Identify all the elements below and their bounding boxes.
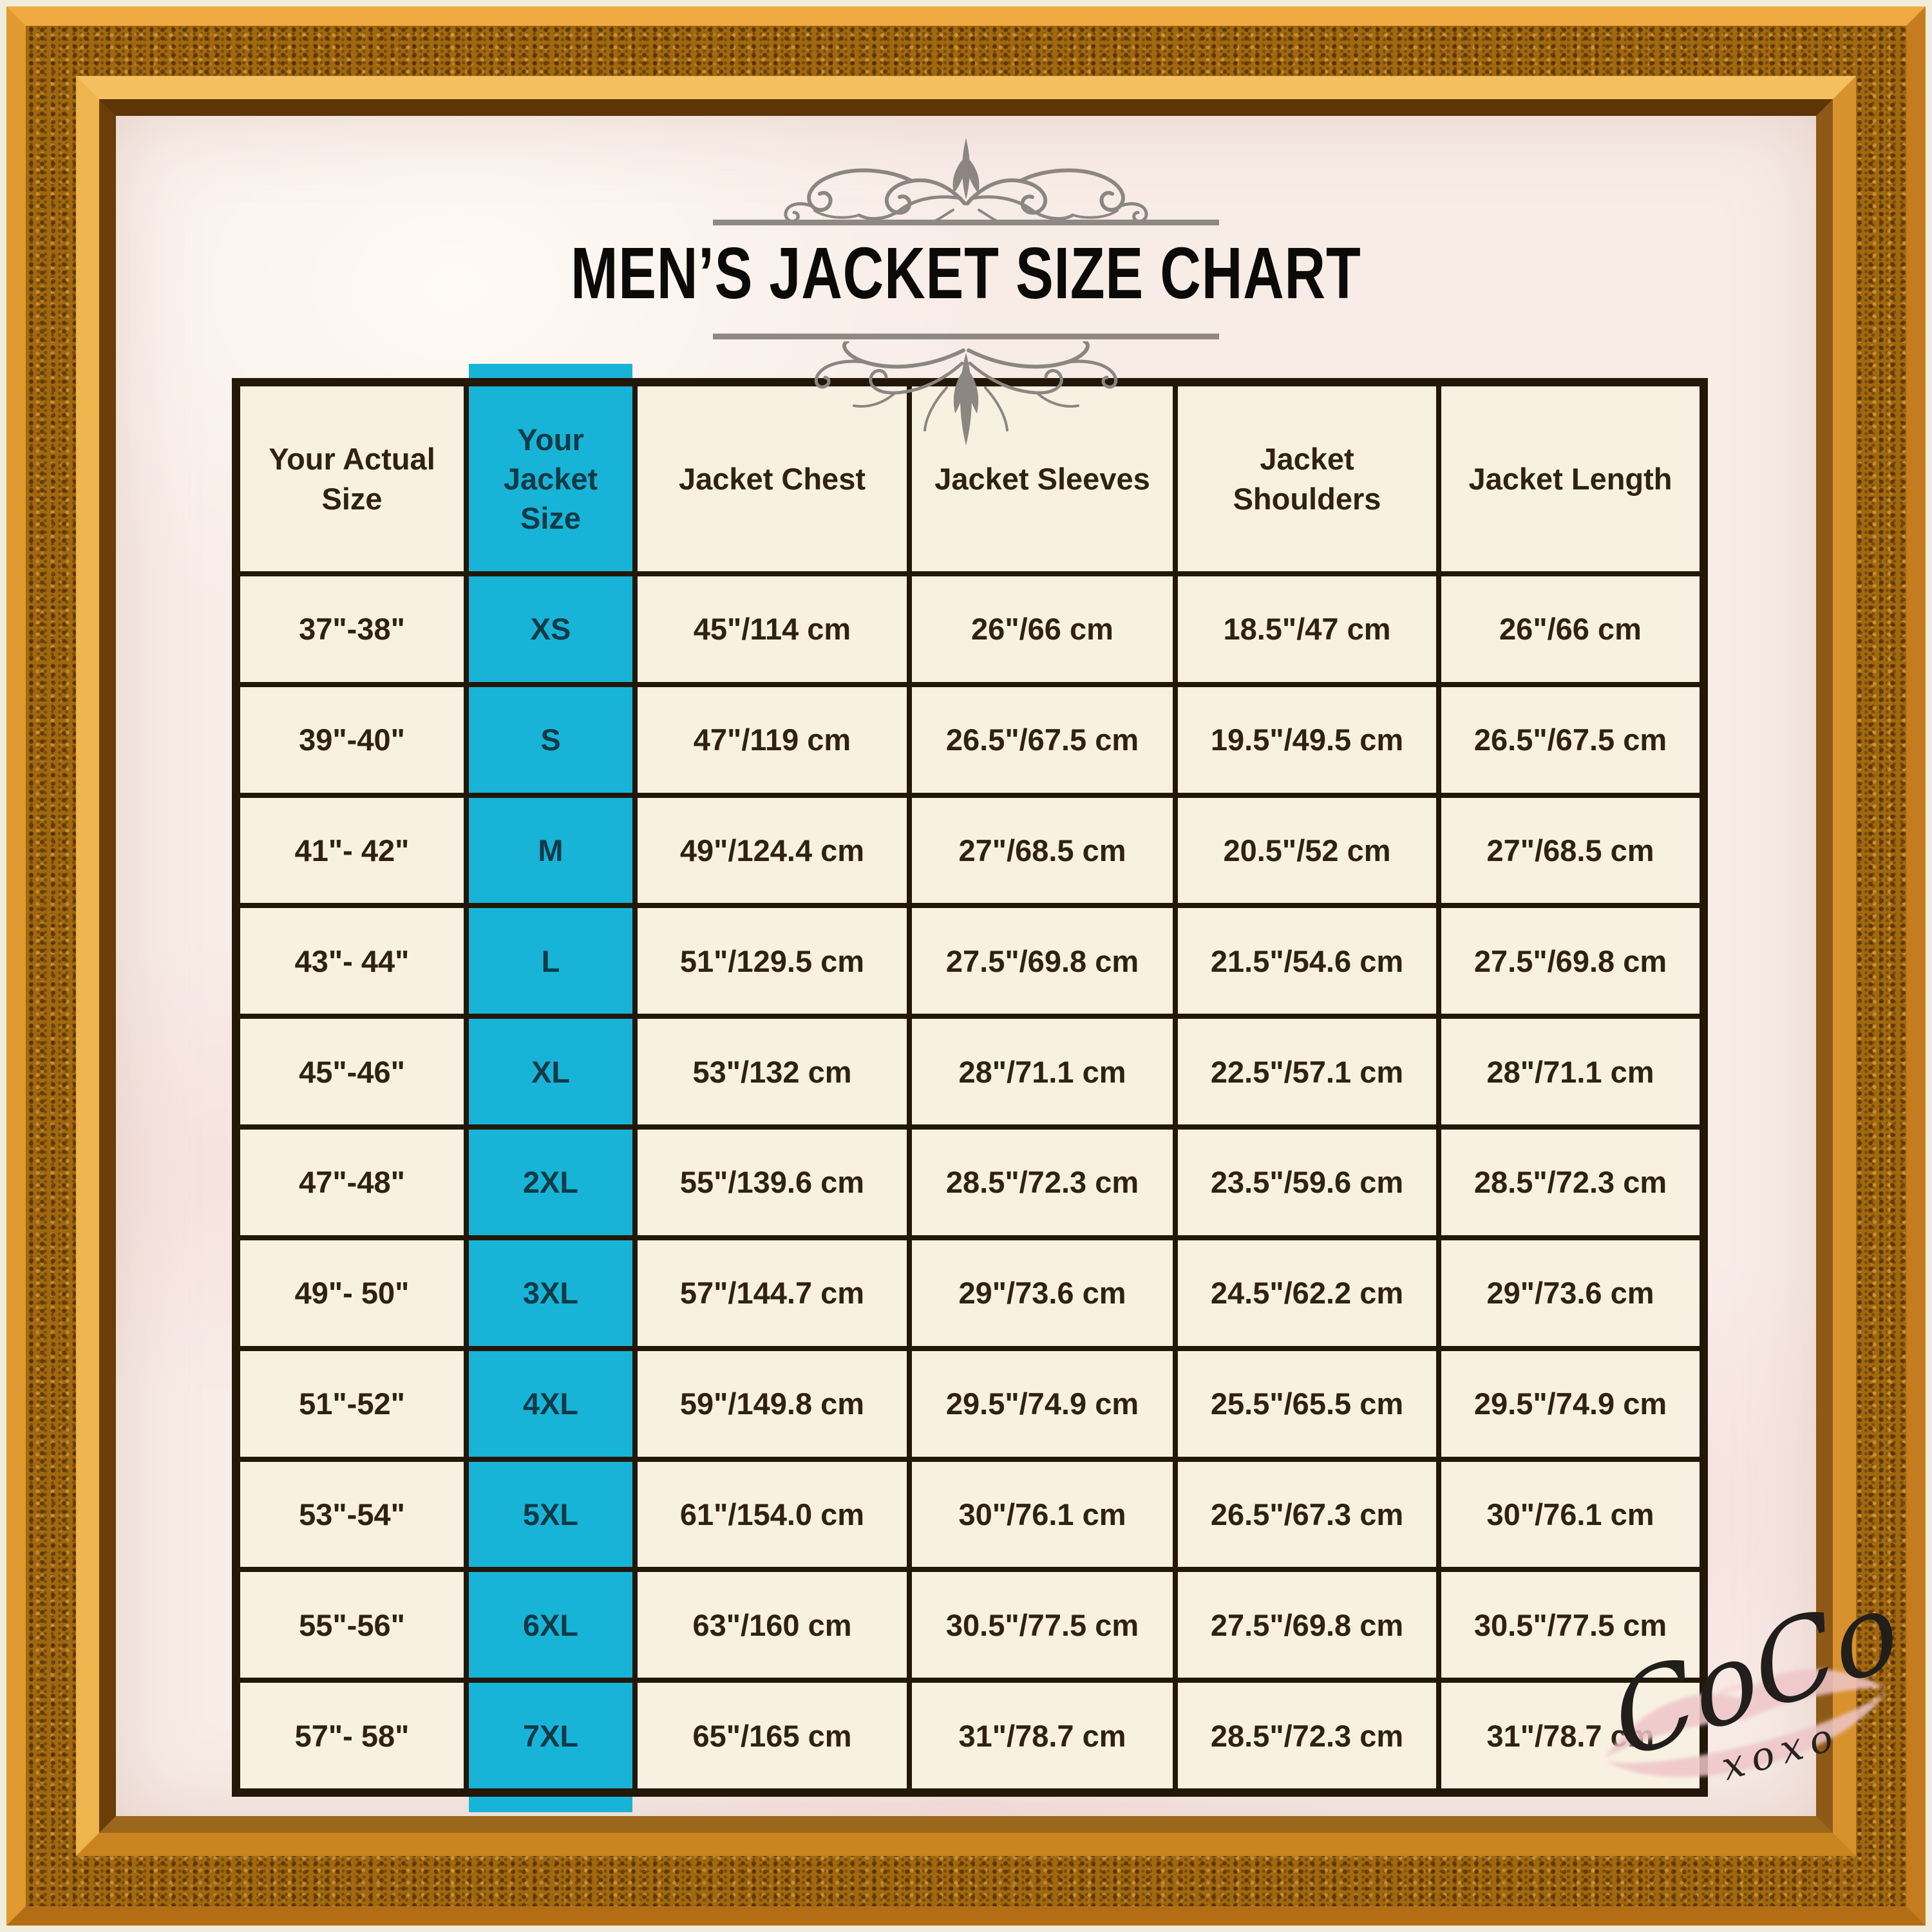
table-cell: 47"/119 cm	[635, 684, 909, 795]
jacket-size-cell: 7XL	[466, 1680, 635, 1791]
table-cell: 29.5"/74.9 cm	[909, 1348, 1175, 1459]
title-divider-top	[713, 220, 1219, 225]
column-header: Your Actual Size	[238, 384, 466, 574]
column-header: Jacket Sleeves	[909, 384, 1175, 574]
table-cell: 57"/144.7 cm	[635, 1237, 909, 1349]
table-cell: 19.5"/49.5 cm	[1175, 684, 1439, 795]
jacket-size-cell: S	[466, 684, 635, 795]
table-cell: 28.5"/72.3 cm	[909, 1127, 1175, 1238]
table-cell: 22.5"/57.1 cm	[1175, 1016, 1439, 1128]
table-cell: 47"-48"	[238, 1127, 466, 1238]
table-cell: 23.5"/59.6 cm	[1175, 1127, 1439, 1238]
jacket-size-cell: XS	[466, 574, 635, 685]
table-cell: 41"- 42"	[238, 795, 466, 906]
table-cell: 51"/129.5 cm	[635, 905, 909, 1017]
table-cell: 27.5"/69.8 cm	[1175, 1569, 1439, 1681]
page-title: MEN’S JACKET SIZE CHART	[571, 232, 1361, 314]
picture-frame-dark-inner-bevel	[99, 99, 1833, 1833]
table-cell: 26.5"/67.3 cm	[1175, 1459, 1439, 1570]
size-table-wrap: Your Actual Size Your Jacket Size Jacket C…	[232, 364, 1708, 1812]
table-cell: 37"-38"	[238, 574, 466, 685]
table-cell: 39"-40"	[238, 684, 466, 795]
table-cell: 30"/76.1 cm	[909, 1459, 1175, 1570]
column-header: Jacket Shoulders	[1175, 384, 1439, 574]
picture-frame-inner-gold-bevel	[76, 76, 1856, 1856]
jacket-size-cell: 6XL	[466, 1569, 635, 1681]
table-cell: 31"/78.7 cm	[909, 1680, 1175, 1791]
table-cell: 24.5"/62.2 cm	[1175, 1237, 1439, 1349]
table-cell: 63"/160 cm	[635, 1569, 909, 1681]
table-cell: 53"/132 cm	[635, 1016, 909, 1128]
table-cell: 30"/76.1 cm	[1439, 1459, 1702, 1570]
table-cell: 57"- 58"	[238, 1680, 466, 1791]
table-cell: 27"/68.5 cm	[1439, 795, 1702, 906]
table-cell: 65"/165 cm	[635, 1680, 909, 1791]
table-cell: 28.5"/72.3 cm	[1439, 1127, 1702, 1238]
jacket-size-cell: XL	[466, 1016, 635, 1128]
jacket-size-cell: 4XL	[466, 1348, 635, 1459]
title-divider-bottom	[713, 334, 1219, 339]
table-cell: 29"/73.6 cm	[1439, 1237, 1702, 1349]
table-cell: 61"/154.0 cm	[635, 1459, 909, 1570]
table-cell: 29.5"/74.9 cm	[1439, 1348, 1702, 1459]
table-cell: 43"- 44"	[238, 905, 466, 1017]
table-cell: 49"- 50"	[238, 1237, 466, 1349]
table-cell: 51"-52"	[238, 1348, 466, 1459]
table-cell: 26"/66 cm	[1439, 574, 1702, 685]
column-header: Jacket Chest	[635, 384, 909, 574]
table-cell: 26.5"/67.5 cm	[909, 684, 1175, 795]
column-header: Jacket Length	[1439, 384, 1702, 574]
table-cell: 45"-46"	[238, 1016, 466, 1128]
table-cell: 28"/71.1 cm	[909, 1016, 1175, 1128]
table-cell: 27.5"/69.8 cm	[909, 905, 1175, 1017]
table-cell: 53"-54"	[238, 1459, 466, 1570]
jacket-size-cell: 2XL	[466, 1127, 635, 1238]
table-cell: 27"/68.5 cm	[909, 795, 1175, 906]
picture-frame-gold-bevel	[6, 6, 1926, 1926]
table-cell: 49"/124.4 cm	[635, 795, 909, 906]
table-cell: 27.5"/69.8 cm	[1439, 905, 1702, 1017]
jacket-size-cell: 5XL	[466, 1459, 635, 1570]
table-cell: 29"/73.6 cm	[909, 1237, 1175, 1349]
column-header: Your Jacket Size	[466, 384, 635, 574]
lips-kiss-icon	[1605, 1669, 1886, 1777]
jacket-size-cell: M	[466, 795, 635, 906]
table-cell: 28"/71.1 cm	[1439, 1016, 1702, 1128]
table-cell: 45"/114 cm	[635, 574, 909, 685]
size-table: Your Actual Size Your Jacket Size Jacket C…	[232, 378, 1708, 1797]
table-cell: 30.5"/77.5 cm	[909, 1569, 1175, 1681]
jacket-size-cell: 3XL	[466, 1237, 635, 1349]
table-cell: 30.5"/77.5 cm	[1439, 1569, 1702, 1681]
table-cell: 26"/66 cm	[909, 574, 1175, 685]
table-cell: 59"/149.8 cm	[635, 1348, 909, 1459]
table-cell: 18.5"/47 cm	[1175, 574, 1439, 685]
jacket-size-cell: L	[466, 905, 635, 1017]
table-cell: 28.5"/72.3 cm	[1175, 1680, 1439, 1791]
table-cell: 55"/139.6 cm	[635, 1127, 909, 1238]
table-cell: 21.5"/54.6 cm	[1175, 905, 1439, 1017]
table-cell: 20.5"/52 cm	[1175, 795, 1439, 906]
table-cell: 25.5"/65.5 cm	[1175, 1348, 1439, 1459]
table-cell: 26.5"/67.5 cm	[1439, 684, 1702, 795]
table-cell: 55"-56"	[238, 1569, 466, 1681]
